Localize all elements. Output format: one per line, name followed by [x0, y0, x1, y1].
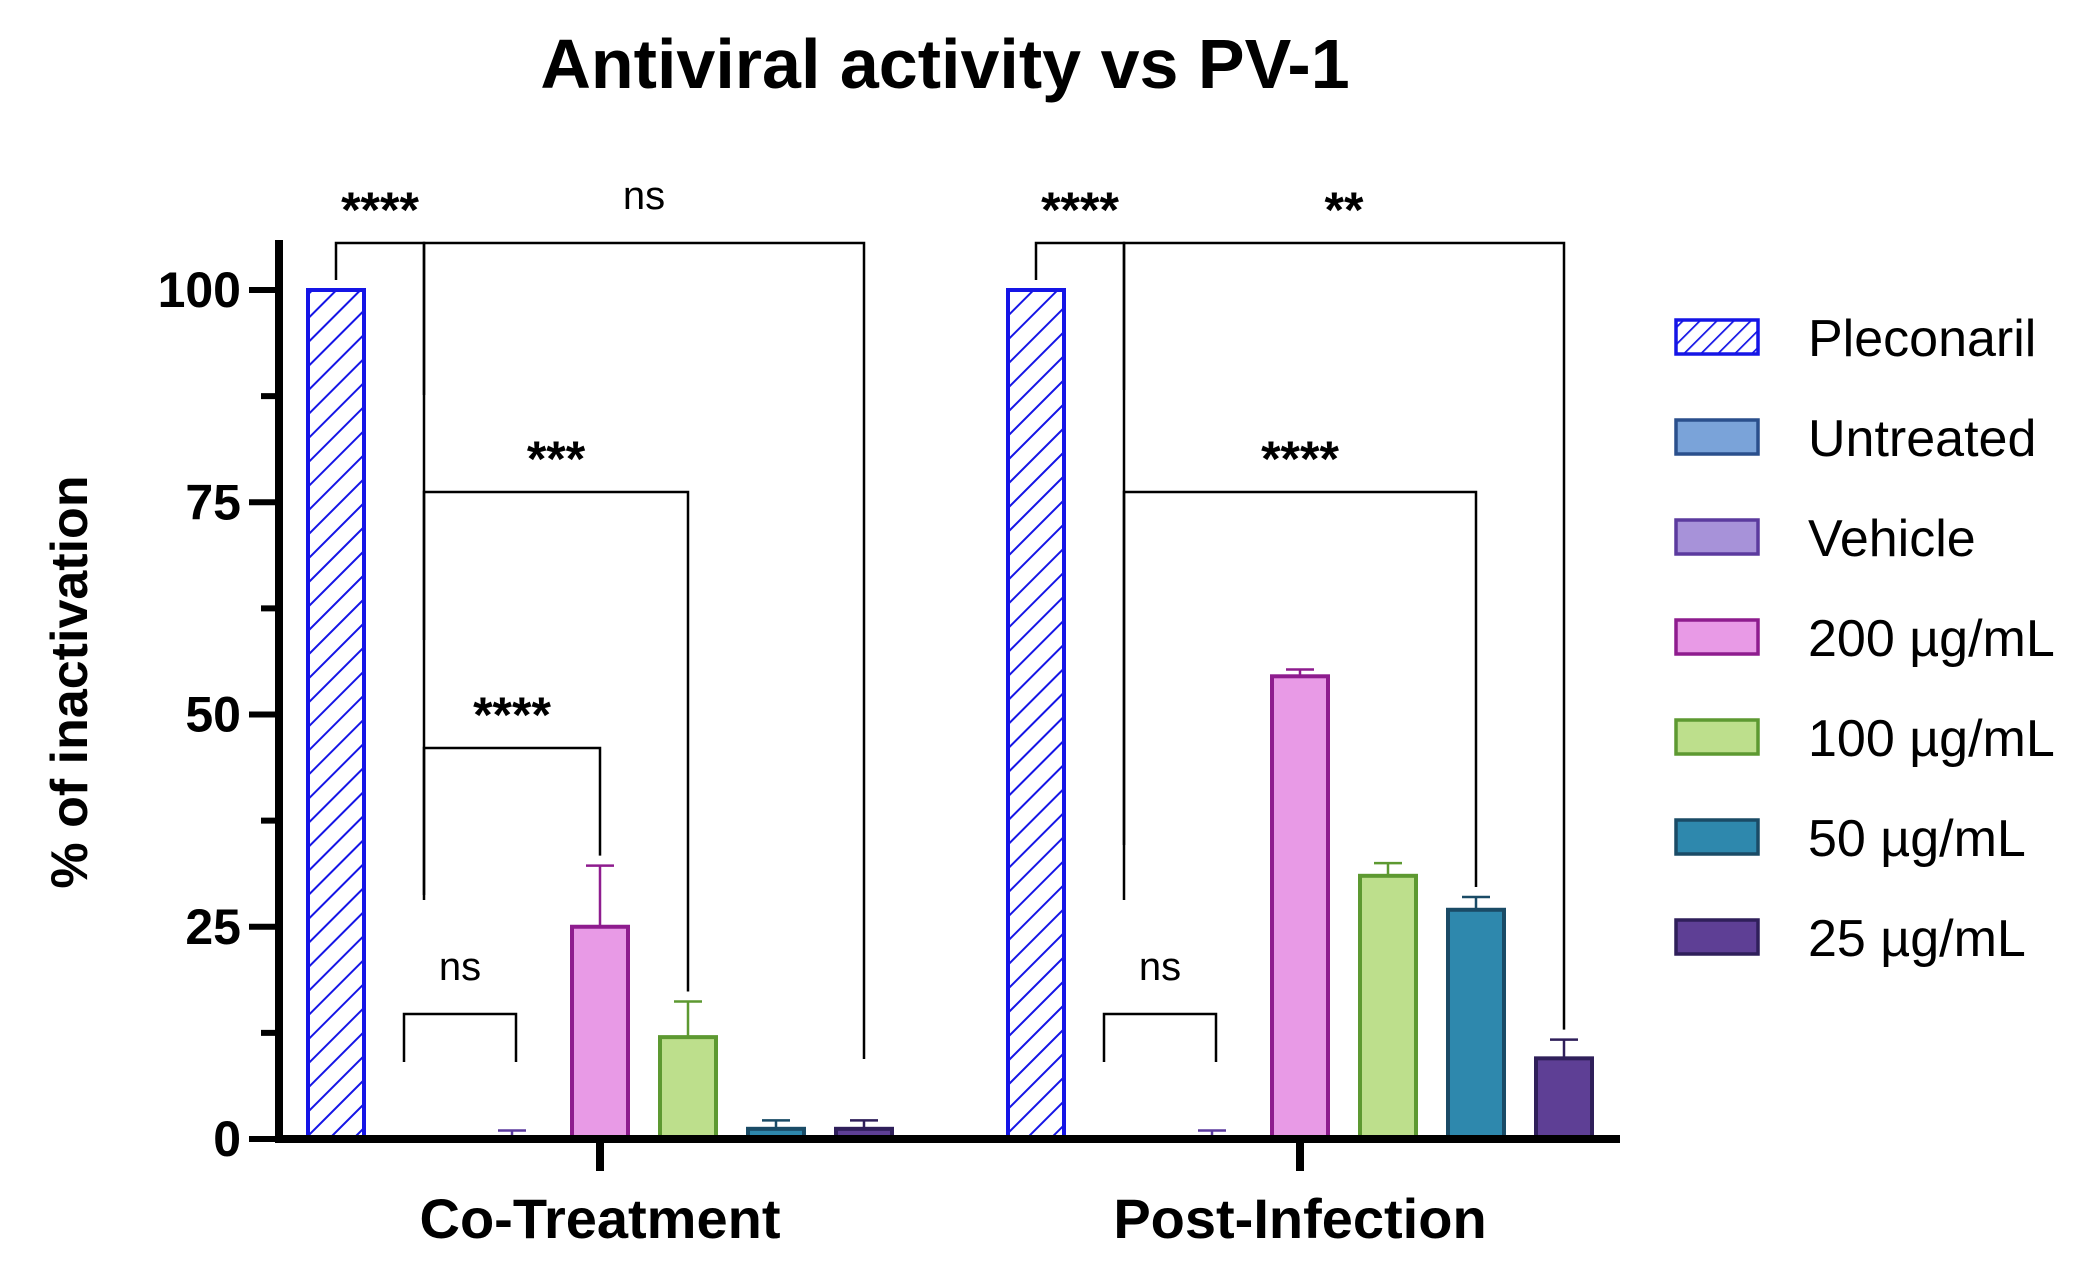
significance-bracket-co-treatment-4 [422, 746, 602, 895]
y-tick-label-50: 50 [185, 687, 241, 743]
bar-post-infection-100-ug-ml [1358, 873, 1418, 1141]
significance-bracket-co-treatment-2 [422, 241, 866, 1059]
x-tick-label-co-treatment: Co-Treatment [420, 1187, 781, 1250]
bar-post-infection-50-ug-ml [1446, 907, 1506, 1142]
significance-bracket-post-infection-9 [1102, 1012, 1218, 1062]
legend-swatch-200-ug-ml [1674, 618, 1760, 656]
legend-label-25-ug-ml: 25 µg/mL [1808, 910, 2026, 968]
bar-co-treatment-pleconaril [306, 288, 366, 1141]
legend-swatch-untreated [1674, 418, 1760, 456]
legend-label-200-ug-ml: 200 µg/mL [1808, 610, 2055, 668]
legend-swatch-vehicle [1674, 518, 1760, 556]
legend-label-untreated: Untreated [1808, 410, 2036, 468]
y-tick-label-100: 100 [158, 262, 241, 318]
legend-label-100-ug-ml: 100 µg/mL [1808, 710, 2055, 768]
legend-swatch-pleconaril [1674, 318, 1760, 356]
bar-post-infection-pleconaril [1006, 288, 1066, 1141]
significance-label-co-treatment-2: ns [623, 174, 665, 218]
significance-bracket-co-treatment-5 [402, 1012, 518, 1062]
legend-label-50-ug-ml: 50 µg/mL [1808, 810, 2026, 868]
significance-label-post-infection-9: ns [1139, 945, 1181, 989]
y-tick-label-75: 75 [185, 474, 241, 530]
legend: Pleconaril Untreated Vehicle 200 µg/mL 100 µ… [1674, 310, 2055, 968]
y-tick-label-0: 0 [213, 1111, 241, 1167]
bar-post-infection-25-ug-ml [1534, 1056, 1594, 1141]
significance-label-co-treatment-5: ns [439, 945, 481, 989]
significance-layer: **** ns*******ns**** ******ns [334, 174, 1566, 1062]
significance-bracket-co-treatment-3 [422, 490, 690, 992]
legend-label-pleconaril: Pleconaril [1808, 310, 2036, 368]
significance-label-post-infection-6: **** [1041, 182, 1119, 238]
axes-layer: 0 25 50 75 100 Co-Treatment Post-Infection [158, 240, 1620, 1250]
significance-label-post-infection-7: ** [1325, 182, 1364, 238]
significance-label-co-treatment-1: **** [341, 182, 419, 238]
legend-swatch-25-ug-ml [1674, 918, 1760, 956]
x-tick-label-post-infection: Post-Infection [1113, 1187, 1486, 1250]
bar-co-treatment-100-ug-ml [658, 1035, 718, 1141]
chart-title: Antiviral activity vs PV-1 [540, 25, 1349, 103]
bar-co-treatment-200-ug-ml [570, 924, 630, 1141]
legend-swatch-100-ug-ml [1674, 718, 1760, 756]
legend-swatch-50-ug-ml [1674, 818, 1760, 856]
y-tick-label-25: 25 [185, 899, 241, 955]
error-bars-layer [498, 668, 1578, 1139]
significance-label-co-treatment-3: *** [527, 431, 586, 487]
bar-post-infection-200-ug-ml [1270, 674, 1330, 1141]
significance-bracket-post-infection-8 [1122, 490, 1478, 888]
significance-label-post-infection-8: **** [1261, 431, 1339, 487]
legend-label-vehicle: Vehicle [1808, 510, 1976, 568]
significance-bracket-post-infection-7 [1122, 241, 1566, 1030]
y-axis-label: % of inactivation [41, 475, 99, 888]
significance-label-co-treatment-4: **** [473, 687, 551, 743]
